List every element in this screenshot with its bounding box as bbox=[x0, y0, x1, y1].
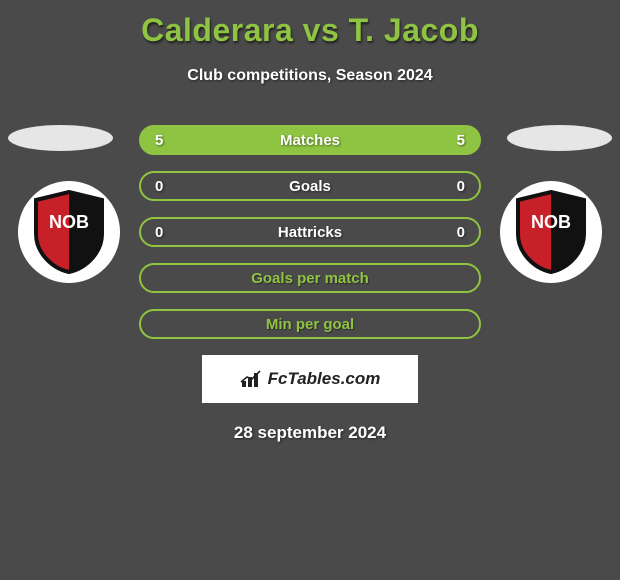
stat-row: Min per goal bbox=[139, 309, 481, 339]
stat-value-right: 5 bbox=[445, 132, 465, 149]
page-title: Calderara vs T. Jacob bbox=[0, 0, 620, 49]
shield-icon: NOB bbox=[514, 190, 588, 274]
stat-value-left: 0 bbox=[155, 178, 175, 195]
stat-value-right: 0 bbox=[445, 224, 465, 241]
stat-label: Hattricks bbox=[278, 224, 342, 241]
stat-row: 0 Hattricks 0 bbox=[139, 217, 481, 247]
brand-box: FcTables.com bbox=[202, 355, 418, 403]
comparison-panel: NOB NOB 5 Matches 5 0 Goals 0 0 Hattricks 0 Goals… bbox=[0, 125, 620, 443]
bar-chart-icon bbox=[240, 369, 264, 389]
stat-row: 0 Goals 0 bbox=[139, 171, 481, 201]
stats-list: 5 Matches 5 0 Goals 0 0 Hattricks 0 Goals per mat… bbox=[139, 125, 481, 339]
brand-text: FcTables.com bbox=[268, 369, 381, 389]
stat-value-left: 0 bbox=[155, 224, 175, 241]
stat-label: Matches bbox=[280, 132, 340, 149]
stat-label: Min per goal bbox=[266, 316, 354, 333]
stat-label: Goals bbox=[289, 178, 331, 195]
player-photo-placeholder-right bbox=[507, 125, 612, 151]
stat-row: 5 Matches 5 bbox=[139, 125, 481, 155]
stat-label: Goals per match bbox=[251, 270, 369, 287]
stat-row: Goals per match bbox=[139, 263, 481, 293]
player-photo-placeholder-left bbox=[8, 125, 113, 151]
shield-icon: NOB bbox=[32, 190, 106, 274]
stat-value-left: 5 bbox=[155, 132, 175, 149]
club-badge-text: NOB bbox=[49, 212, 89, 232]
club-badge-left: NOB bbox=[18, 181, 120, 283]
page-subtitle: Club competitions, Season 2024 bbox=[0, 67, 620, 85]
club-badge-text: NOB bbox=[531, 212, 571, 232]
club-badge-right: NOB bbox=[500, 181, 602, 283]
date-label: 28 september 2024 bbox=[0, 423, 620, 443]
stat-value-right: 0 bbox=[445, 178, 465, 195]
